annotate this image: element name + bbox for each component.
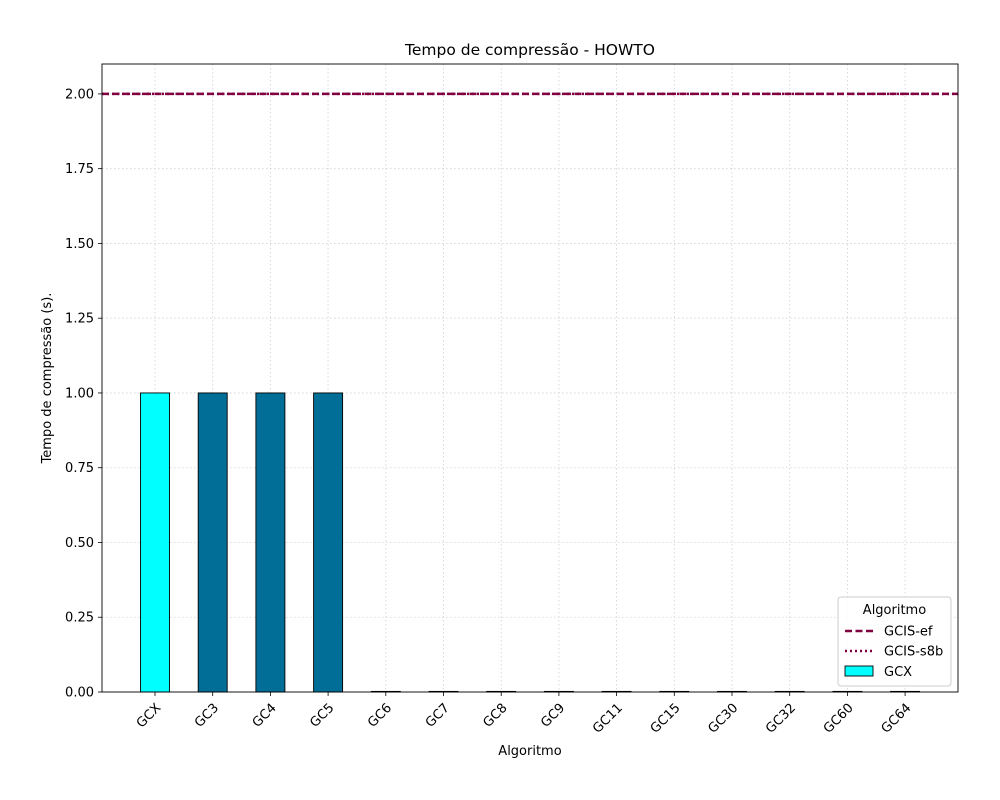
plot-frame — [101, 63, 959, 693]
y-axis-label: Tempo de compressão (s). — [40, 293, 55, 465]
x-tick-label: GC3 — [192, 701, 222, 731]
grid — [102, 64, 958, 693]
y-tick-label: 1.25 — [65, 312, 94, 327]
y-axis: 0.00 0.25 0.50 0.75 1.00 1.25 1.50 1.75 2.00 — [65, 87, 102, 701]
x-tick-label: GC8 — [481, 701, 511, 731]
legend: Algoritmo GCIS-ef GCIS-s8b GCX — [837, 596, 952, 687]
x-tick-label: GC32 — [763, 701, 799, 737]
y-tick-label: 1.75 — [65, 162, 94, 177]
x-tick-label: GCX — [134, 701, 165, 732]
y-tick-label: 2.00 — [65, 87, 94, 102]
bar-gc5 — [313, 392, 344, 693]
legend-gcx-patch-icon — [844, 665, 874, 677]
chart-title: Tempo de compressão - HOWTO — [404, 41, 655, 59]
x-tick-label: GC11 — [590, 701, 626, 737]
legend-box — [837, 596, 952, 687]
bar-gc3 — [197, 392, 228, 693]
legend-label-gcis-s8b: GCIS-s8b — [884, 645, 943, 660]
x-tick-label: GC7 — [423, 701, 453, 731]
bars — [140, 392, 921, 693]
y-tick-label: 0.00 — [65, 686, 94, 701]
x-tick-label: GC4 — [250, 701, 280, 731]
x-axis-label: Algoritmo — [498, 744, 561, 759]
x-tick-label: GC6 — [365, 701, 395, 731]
y-tick-label: 1.50 — [65, 237, 94, 252]
x-tick-label: GC30 — [705, 701, 741, 737]
x-tick-label: GC5 — [307, 701, 337, 731]
x-tick-label: GC15 — [648, 701, 684, 737]
y-tick-label: 0.75 — [65, 461, 94, 476]
legend-label-gcis-ef: GCIS-ef — [884, 625, 933, 640]
y-tick-label: 0.50 — [65, 536, 94, 551]
x-axis: GCX GC3 GC4 GC5 GC6 GC7 GC8 GC9 GC11 GC15 GC30 GC32… — [134, 692, 915, 737]
legend-label-gcx: GCX — [884, 665, 912, 680]
x-tick-label: GC9 — [538, 701, 568, 731]
y-tick-label: 1.00 — [65, 386, 94, 401]
legend-title: Algoritmo — [863, 603, 926, 618]
x-tick-label: GC60 — [821, 701, 857, 737]
bar-gc4 — [255, 392, 286, 693]
x-tick-label: GC64 — [879, 701, 915, 737]
y-tick-label: 0.25 — [65, 611, 94, 626]
bar-gcx — [140, 392, 170, 693]
